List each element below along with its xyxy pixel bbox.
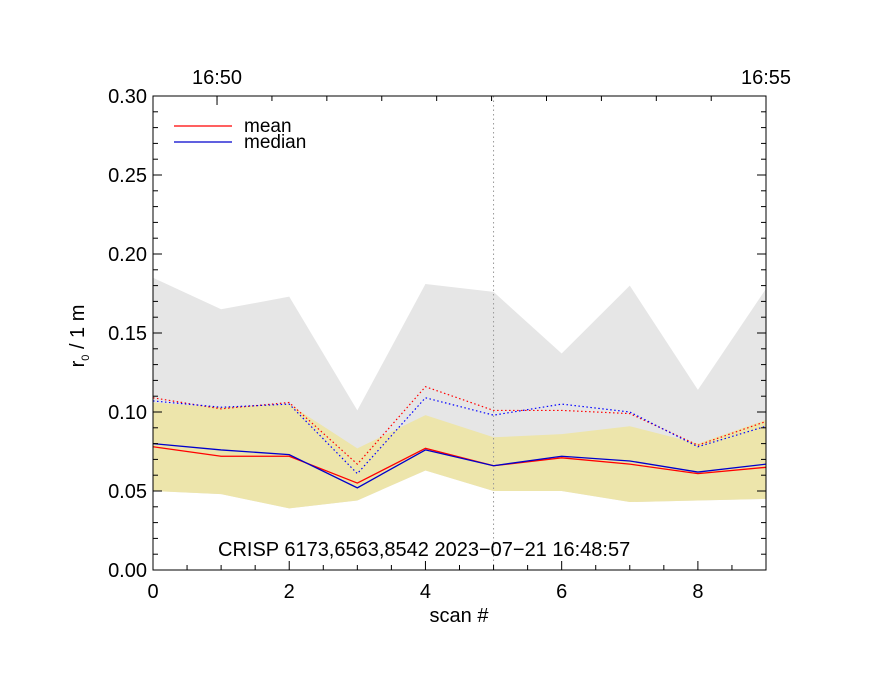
y-tick-label: 0.05 [108,481,147,503]
y-tick-label: 0.15 [108,323,147,345]
x-tick-label: 0 [147,581,158,603]
series-mean-dotted [152,386,767,465]
x-tick-label: 2 [284,581,295,603]
y-tick-label: 0.30 [108,86,147,108]
legend: mean median [174,116,306,153]
y-tick-label: 0.00 [108,560,147,582]
y-tick-label: 0.10 [108,402,147,424]
chart-annotation: CRISP 6173,6563,8542 2023−07−21 16:48:57 [218,539,630,561]
band-spread [153,402,766,509]
bands-layer [153,277,766,509]
series-layer [152,386,767,489]
top-axis-time-label: 16:50 [192,67,242,89]
y-axis-title-rest: / 1 m [67,305,89,355]
series-mean [152,446,767,484]
top-axis-time-label: 16:55 [741,67,791,89]
x-tick-label: 4 [420,581,431,603]
legend-mean-label: mean [244,116,292,137]
x-tick-label: 8 [692,581,703,603]
x-axis-title: scan # [430,605,490,627]
ticks-layer [152,95,767,571]
y-tick-label: 0.25 [108,165,147,187]
labels-layer: 0 2 4 6 8 0.00 0.05 0.10 0.15 0.20 0.25 0.30 16:50 16… [108,67,791,603]
y-axis-title-main: r [67,360,89,367]
x-tick-label: 6 [556,581,567,603]
series-median [152,442,767,489]
y-axis-title: r0 / 1 m [67,305,92,368]
legend-median-label: median [244,132,306,153]
y-tick-label: 0.20 [108,244,147,266]
y-axis-title-subscript: 0 [80,355,92,361]
